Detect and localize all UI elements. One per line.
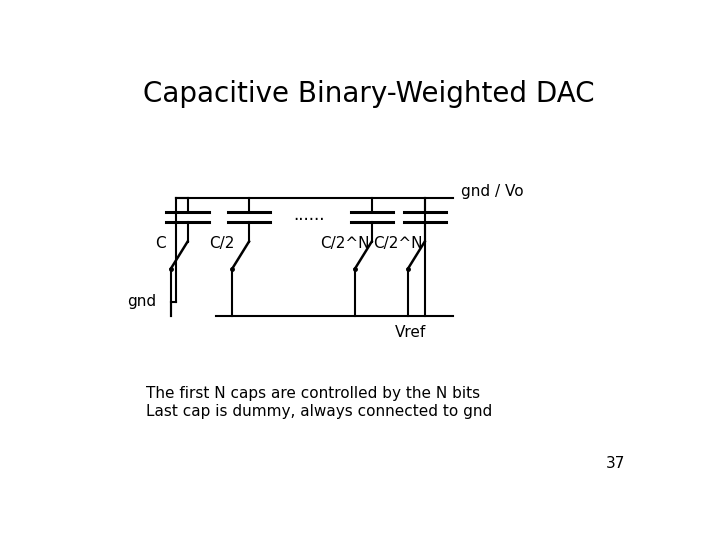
Text: ......: ...... — [293, 206, 325, 224]
Text: 37: 37 — [606, 456, 626, 471]
Text: Vref: Vref — [395, 325, 426, 340]
Text: C/2^N: C/2^N — [320, 236, 370, 251]
Text: C: C — [156, 236, 166, 251]
Text: Last cap is dummy, always connected to gnd: Last cap is dummy, always connected to g… — [145, 404, 492, 420]
Text: The first N caps are controlled by the N bits: The first N caps are controlled by the N… — [145, 386, 480, 401]
Text: C/2: C/2 — [210, 236, 235, 251]
Text: gnd: gnd — [127, 294, 156, 309]
Text: Capacitive Binary-Weighted DAC: Capacitive Binary-Weighted DAC — [143, 80, 595, 108]
Text: gnd / Vo: gnd / Vo — [461, 184, 523, 199]
Text: C/2^N: C/2^N — [373, 236, 423, 251]
